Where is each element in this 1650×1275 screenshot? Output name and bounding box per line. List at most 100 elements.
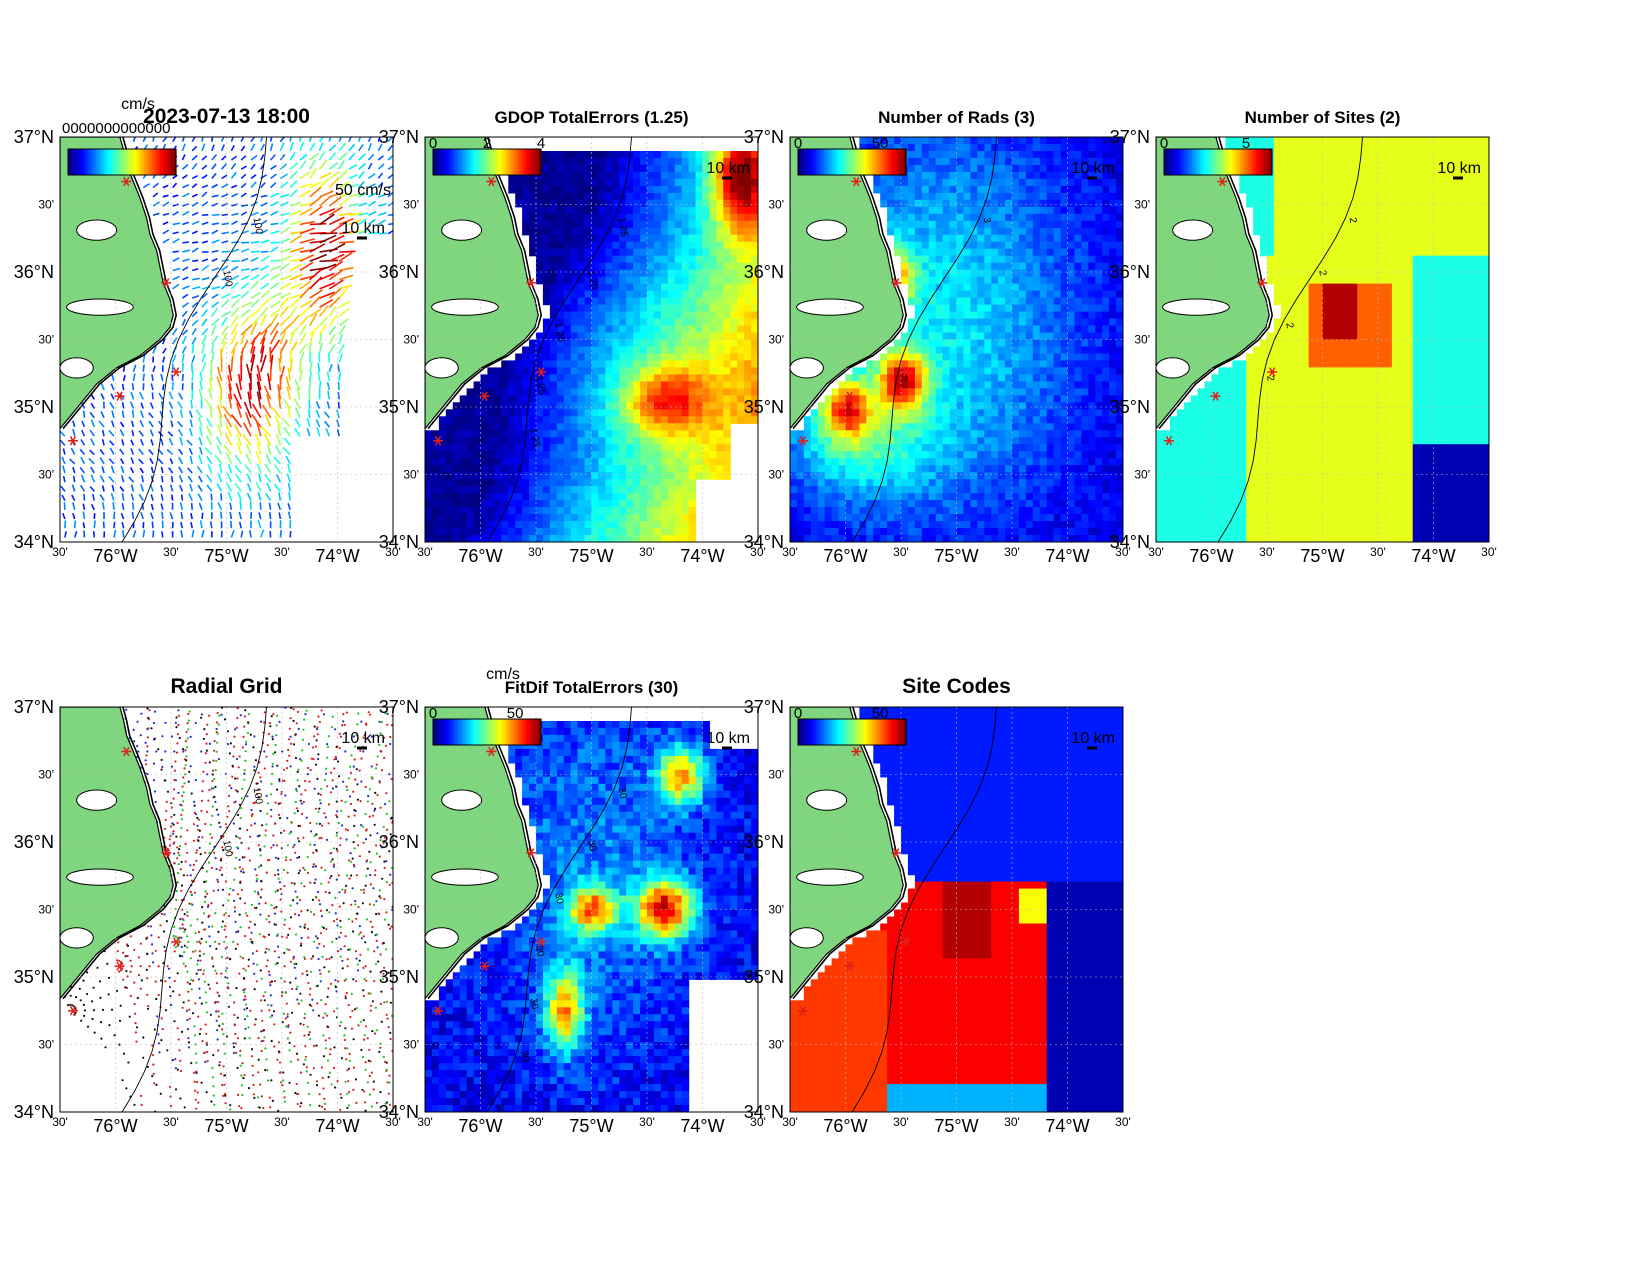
raster-cell — [907, 409, 916, 417]
raster-cell — [887, 227, 895, 236]
raster-cell — [633, 479, 641, 487]
raster-cell — [824, 465, 833, 473]
current-vector — [260, 529, 265, 538]
raster-cell — [1116, 290, 1123, 299]
raster-cell — [570, 311, 579, 320]
raster-cell — [466, 451, 475, 459]
raster-cell — [688, 325, 697, 334]
raster-cell — [688, 521, 697, 529]
current-vector — [358, 153, 367, 161]
raster-cell — [803, 451, 812, 459]
raster-cell — [831, 472, 840, 480]
raster-cell — [1088, 346, 1096, 355]
raster-cell — [914, 374, 923, 382]
raster-cell — [1053, 353, 1062, 362]
raster-cell — [633, 220, 641, 229]
raster-cell — [674, 213, 683, 222]
raster-cell — [570, 332, 579, 341]
current-vector — [142, 137, 147, 142]
current-vector — [338, 371, 342, 382]
raster-cell — [921, 423, 930, 431]
raster-cell — [695, 346, 704, 355]
current-vector — [181, 362, 185, 372]
raster-cell — [612, 444, 620, 452]
raster-cell — [688, 318, 697, 327]
raster-cell — [473, 458, 482, 466]
raster-cell — [1116, 276, 1123, 285]
raster-cell — [653, 276, 662, 285]
raster-cell — [688, 444, 697, 452]
raster-cell — [723, 213, 731, 222]
raster-cell — [942, 192, 951, 201]
raster-cell — [431, 535, 440, 542]
current-vector — [182, 249, 191, 253]
raster-cell — [949, 206, 958, 215]
raster-cell — [907, 339, 916, 348]
raster-cell — [1116, 241, 1123, 250]
raster-cell — [1025, 430, 1034, 438]
raster-cell — [1088, 241, 1096, 250]
current-vector — [201, 155, 208, 161]
raster-cell — [859, 444, 867, 452]
raster-cell — [549, 535, 558, 542]
radar-site-marker — [526, 278, 537, 288]
raster-cell — [598, 493, 606, 501]
raster-cell — [605, 374, 613, 382]
raster-cell — [640, 185, 648, 194]
raster-cell — [977, 451, 985, 459]
raster-cell — [522, 206, 530, 215]
current-vector — [121, 439, 125, 446]
raster-cell — [563, 423, 572, 431]
raster-cell — [1109, 290, 1117, 299]
raster-cell — [563, 241, 572, 250]
raster-cell — [716, 206, 724, 215]
raster-cell — [1039, 353, 1048, 362]
current-vector — [388, 213, 393, 217]
current-vector — [270, 265, 282, 272]
raster-cell — [584, 346, 593, 355]
raster-cell — [859, 430, 867, 438]
current-vector — [260, 426, 272, 437]
current-vector — [180, 530, 184, 538]
raster-cell — [1012, 339, 1020, 348]
raster-cell — [591, 206, 599, 215]
raster-cell — [831, 423, 840, 431]
raster-cell — [928, 325, 937, 334]
raster-cell — [577, 297, 586, 306]
raster-cell — [1005, 220, 1013, 229]
raster-cell — [1005, 157, 1013, 166]
raster-cell — [887, 346, 895, 355]
current-vector — [289, 263, 303, 272]
current-vector — [325, 428, 331, 437]
raster-cell — [626, 255, 634, 264]
raster-cell — [577, 451, 586, 459]
raster-cell — [542, 213, 551, 222]
raster-cell — [907, 185, 916, 194]
raster-cell — [542, 157, 551, 166]
raster-cell — [522, 465, 530, 473]
raster-cell — [838, 430, 847, 438]
raster-cell — [928, 192, 937, 201]
raster-cell — [487, 528, 495, 536]
raster-cell — [991, 157, 999, 166]
current-vector — [211, 154, 218, 161]
raster-cell — [626, 535, 634, 542]
raster-cell — [695, 318, 704, 327]
raster-cell — [914, 192, 923, 201]
raster-cell — [921, 339, 930, 348]
raster-cell — [949, 171, 958, 180]
current-vector — [181, 143, 186, 152]
raster-cell — [653, 367, 662, 375]
raster-cell — [723, 374, 731, 382]
raster-cell — [928, 360, 937, 368]
raster-cell — [702, 423, 710, 431]
raster-cell — [660, 269, 669, 278]
raster-cell — [563, 367, 572, 375]
raster-cell — [1018, 402, 1027, 410]
raster-cell — [1005, 402, 1013, 410]
raster-cell — [681, 199, 690, 208]
raster-cell — [1053, 374, 1062, 382]
raster-cell — [688, 409, 697, 417]
raster-cell — [626, 528, 634, 536]
current-vector — [251, 403, 262, 419]
